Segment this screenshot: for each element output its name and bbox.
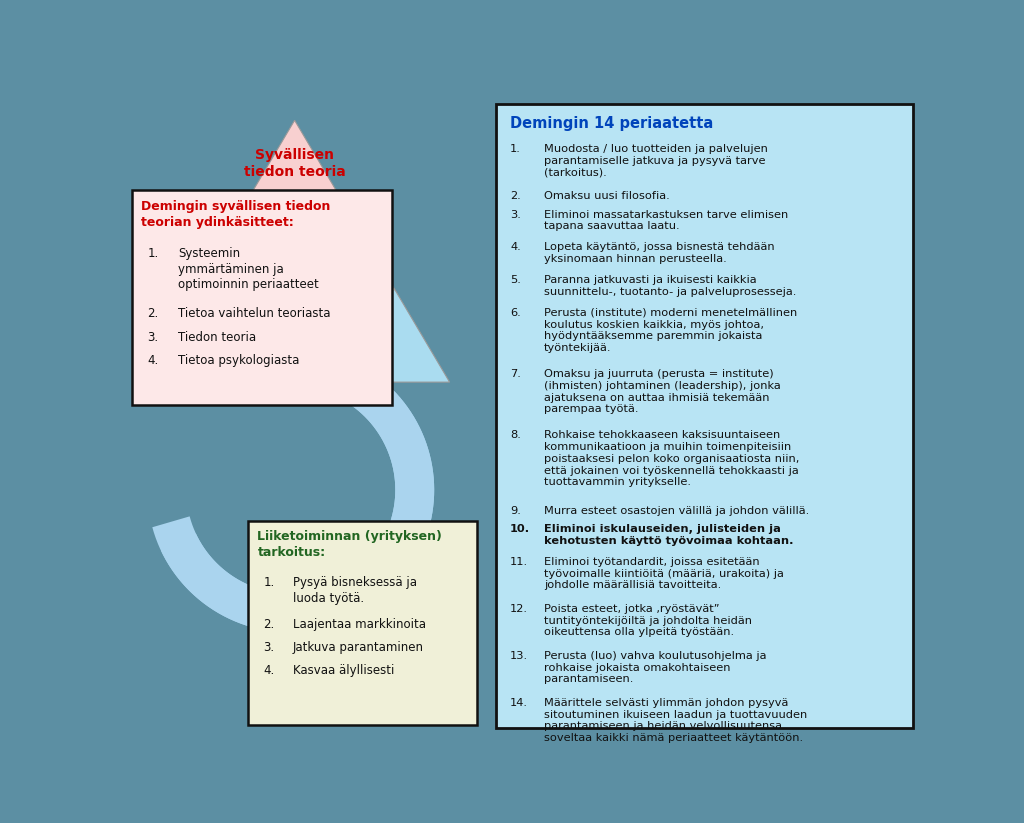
Text: Kasvaa älyllisesti: Kasvaa älyllisesti (293, 664, 394, 677)
Text: 5.: 5. (510, 275, 521, 285)
Text: Syvällisen
tiedon teoria: Syvällisen tiedon teoria (244, 148, 345, 179)
Text: 4.: 4. (263, 664, 274, 677)
Text: 14.: 14. (510, 698, 528, 708)
Text: Rohkaise tehokkaaseen kaksisuuntaiseen
kommunikaatioon ja muihin toimenpiteisiin: Rohkaise tehokkaaseen kaksisuuntaiseen k… (544, 430, 800, 487)
Text: 12.: 12. (510, 604, 528, 614)
Text: Perusta (luo) vahva koulutusohjelma ja
rohkaise jokaista omakohtaiseen
parantami: Perusta (luo) vahva koulutusohjelma ja r… (544, 651, 767, 685)
Text: 3.: 3. (263, 641, 274, 653)
Text: Demingin syvällisen tiedon
teorian ydinkäsitteet:: Demingin syvällisen tiedon teorian ydink… (141, 200, 331, 229)
Text: Lopeta käytäntö, jossa bisnestä tehdään
yksinomaan hinnan perusteella.: Lopeta käytäntö, jossa bisnestä tehdään … (544, 242, 775, 264)
Text: Poista esteet, jotka ‚ryöstävät”
tuntityöntekijöiltä ja johdolta heidän
oikeutte: Poista esteet, jotka ‚ryöstävät” tuntity… (544, 604, 753, 637)
Text: Omaksu uusi filosofia.: Omaksu uusi filosofia. (544, 191, 670, 201)
Text: 4.: 4. (147, 354, 159, 366)
Text: 11.: 11. (510, 557, 528, 567)
Text: 1.: 1. (510, 144, 521, 154)
Text: 1.: 1. (263, 576, 274, 589)
Text: Määrittele selvästi ylimmän johdon pysyvä
sitoutuminen ikuiseen laadun ja tuotta: Määrittele selvästi ylimmän johdon pysyv… (544, 698, 808, 743)
Text: Tietoa psykologiasta: Tietoa psykologiasta (178, 354, 300, 366)
Text: 1.: 1. (147, 248, 159, 260)
Text: Laajentaa markkinoita: Laajentaa markkinoita (293, 618, 426, 630)
Polygon shape (194, 215, 395, 291)
Text: 2.: 2. (147, 308, 159, 320)
Text: Systeemin
ymmärtäminen ja
optimoinnin periaatteet: Systeemin ymmärtäminen ja optimoinnin pe… (178, 248, 319, 291)
Text: Pysyä bisneksessä ja
luoda työtä.: Pysyä bisneksessä ja luoda työtä. (293, 576, 417, 605)
Text: Demingin 14 periaatetta: Demingin 14 periaatetta (510, 116, 714, 131)
Text: Muodosta / luo tuotteiden ja palvelujen
parantamiselle jatkuva ja pysyvä tarve
(: Muodosta / luo tuotteiden ja palvelujen … (544, 144, 768, 178)
Text: 2.: 2. (510, 191, 521, 201)
Text: Jatkuva parantaminen: Jatkuva parantaminen (293, 641, 424, 653)
FancyBboxPatch shape (132, 189, 391, 405)
Text: Eliminoi työtandardit, joissa esitetään
työvoimalle kiintiöitä (määriä, urakoita: Eliminoi työtandardit, joissa esitetään … (544, 557, 784, 590)
Text: 2.: 2. (263, 618, 274, 630)
FancyBboxPatch shape (248, 521, 477, 725)
Text: Tiedon teoria: Tiedon teoria (178, 331, 256, 343)
Text: Liiketoiminnan (yrityksen)
tarkoitus:: Liiketoiminnan (yrityksen) tarkoitus: (257, 530, 442, 559)
Text: 3.: 3. (510, 210, 521, 220)
Text: Liiketoiminnan
tarkoitus: Liiketoiminnan tarkoitus (259, 235, 370, 263)
Text: Eliminoi iskulauseiden, julisteiden ja
kehotusten käyttö työvoimaa kohtaan.: Eliminoi iskulauseiden, julisteiden ja k… (544, 524, 794, 546)
Polygon shape (139, 291, 450, 382)
Text: Eliminoi massatarkastuksen tarve elimisen
tapana saavuttaa laatu.: Eliminoi massatarkastuksen tarve elimise… (544, 210, 788, 231)
FancyBboxPatch shape (496, 105, 913, 728)
Text: Murra esteet osastojen välillä ja johdon välillä.: Murra esteet osastojen välillä ja johdon… (544, 505, 809, 516)
Text: Tietoa vaihtelun teoriasta: Tietoa vaihtelun teoriasta (178, 308, 331, 320)
Text: Perusta (institute) moderni menetelmällinen
koulutus koskien kaikkia, myös johto: Perusta (institute) moderni menetelmälli… (544, 308, 798, 353)
Text: Omaksu ja juurruta (perusta = institute)
(ihmisten) johtaminen (leadership), jon: Omaksu ja juurruta (perusta = institute)… (544, 369, 781, 414)
Text: 4.: 4. (510, 242, 521, 253)
Text: 14 periaatetta: 14 periaatetta (251, 329, 370, 344)
Text: 7.: 7. (510, 369, 521, 379)
Text: 10.: 10. (510, 524, 530, 534)
Text: 3.: 3. (147, 331, 159, 343)
Text: Paranna jatkuvasti ja ikuisesti kaikkia
suunnittelu-, tuotanto- ja palveluproses: Paranna jatkuvasti ja ikuisesti kaikkia … (544, 275, 797, 297)
Polygon shape (239, 120, 350, 215)
Text: 8.: 8. (510, 430, 521, 440)
Text: 9.: 9. (510, 505, 521, 516)
Text: 13.: 13. (510, 651, 528, 661)
Text: 6.: 6. (510, 308, 521, 318)
